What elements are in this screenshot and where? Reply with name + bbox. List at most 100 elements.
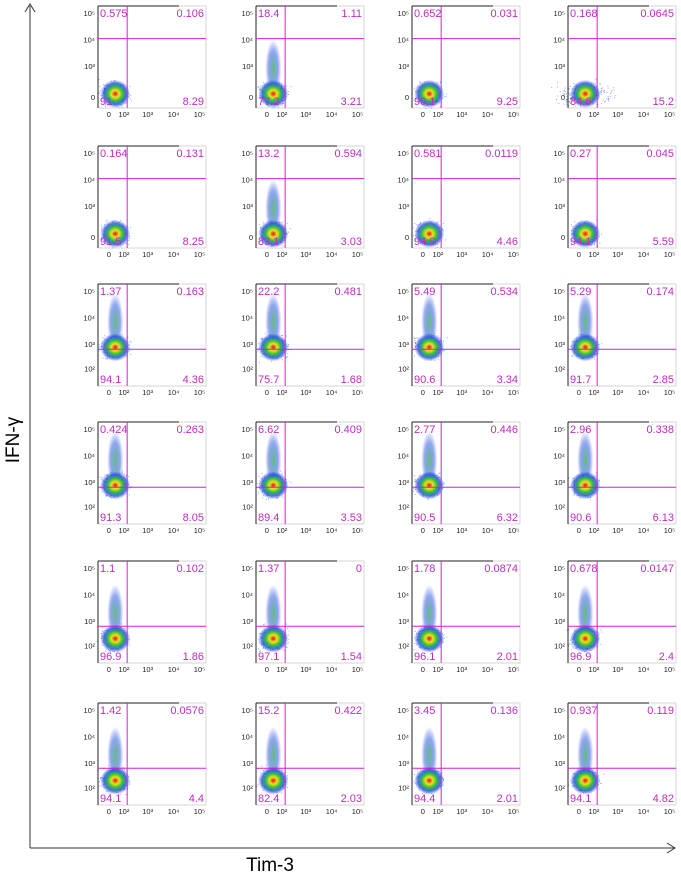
event-dot	[615, 95, 617, 97]
y-tick-label: 10²	[398, 503, 409, 512]
x-tick-label: 0	[577, 388, 581, 397]
x-tick-label: 10²	[432, 110, 443, 119]
y-tick-label: 10⁵	[84, 149, 95, 158]
event-dot	[129, 98, 131, 100]
event-dot	[106, 219, 108, 221]
y-tick-label: 10³	[398, 62, 409, 71]
event-dot	[101, 225, 103, 227]
x-tick-label: 10⁴	[326, 526, 338, 535]
event-dot	[607, 87, 609, 89]
quadrant-lr: 4.46	[497, 236, 518, 248]
x-tick-label: 10⁴	[326, 250, 338, 259]
quadrant-ul: 6.62	[258, 424, 279, 436]
y-tick-label: 10⁵	[84, 425, 95, 434]
quadrant-ul: 0.164	[100, 148, 128, 160]
x-tick-label: 10⁴	[326, 110, 338, 119]
y-tick-label: 10⁵	[398, 425, 409, 434]
x-tick-label: 10³	[142, 388, 153, 397]
y-tick-label: 10⁴	[397, 176, 409, 185]
event-dot	[556, 82, 558, 84]
event-dot	[566, 92, 568, 94]
y-tick-label: 0	[91, 93, 95, 102]
y-tick-label: 10³	[554, 478, 565, 487]
x-tick-label: 10³	[612, 110, 623, 119]
quadrant-ur: 0.174	[646, 286, 674, 298]
x-tick-label: 10²	[432, 526, 443, 535]
event-dot	[608, 98, 610, 100]
event-dot	[425, 108, 427, 110]
x-tick-label: 10²	[588, 250, 599, 259]
event-dot	[566, 98, 568, 100]
event-dot	[130, 227, 132, 229]
event-dot	[601, 343, 603, 345]
y-tick-label: 10³	[554, 62, 565, 71]
x-tick-label: 10²	[588, 388, 599, 397]
event-dot	[288, 480, 290, 482]
event-dot	[290, 86, 292, 88]
event-dot	[573, 82, 575, 84]
x-tick-label: 10⁵	[508, 388, 519, 397]
event-dot	[264, 623, 266, 625]
event-dot	[99, 476, 101, 478]
quadrant-ul: 1.37	[100, 286, 121, 298]
quadrant-lr: 3.53	[341, 512, 362, 524]
x-tick-label: 10⁴	[638, 526, 650, 535]
quadrant-lr: 9.25	[497, 96, 518, 108]
y-tick-label: 10⁴	[83, 591, 95, 600]
event-dot	[282, 245, 284, 247]
quadrant-ul: 0.575	[100, 8, 128, 20]
x-tick-label: 10⁴	[482, 388, 494, 397]
event-dot	[439, 82, 441, 84]
event-dot	[98, 350, 100, 352]
x-tick-label: 10⁴	[638, 250, 650, 259]
y-tick-label: 10⁴	[83, 314, 95, 323]
y-tick-label: 10²	[398, 365, 409, 374]
x-tick-label: 10³	[300, 388, 311, 397]
event-dot	[127, 475, 129, 477]
event-dot	[130, 341, 132, 343]
event-dot	[412, 227, 414, 229]
event-dot	[265, 333, 267, 335]
quadrant-ur: 0.409	[334, 424, 362, 436]
quadrant-ll: 94.1	[100, 374, 121, 386]
x-tick-label: 0	[577, 110, 581, 119]
x-tick-label: 10⁵	[664, 526, 675, 535]
y-tick-label: 10⁵	[554, 287, 565, 296]
quadrant-ll: 94.1	[570, 236, 591, 248]
y-tick-label: 10⁴	[397, 452, 409, 461]
y-tick-label: 10⁴	[553, 36, 565, 45]
event-dot	[258, 493, 260, 495]
event-dot	[601, 89, 603, 91]
event-dot	[414, 475, 416, 477]
event-dot	[599, 83, 601, 85]
x-tick-label: 10⁴	[168, 250, 180, 259]
event-dot	[101, 477, 103, 479]
y-tick-label: 10⁵	[84, 564, 95, 573]
event-dot	[568, 477, 570, 479]
quadrant-lr: 6.13	[653, 512, 674, 524]
event-dot	[97, 346, 99, 348]
y-tick-label: 10⁴	[83, 176, 95, 185]
quadrant-lr: 2.85	[653, 374, 674, 386]
y-tick-label: 0	[91, 233, 95, 242]
event-dot	[101, 627, 103, 629]
y-tick-label: 10²	[242, 503, 253, 512]
x-tick-label: 0	[107, 110, 111, 119]
quadrant-lr: 4.36	[183, 374, 204, 386]
event-dot	[265, 498, 267, 500]
x-tick-label: 10⁵	[194, 665, 205, 674]
quadrant-ul: 0.424	[100, 424, 128, 436]
event-dot	[439, 105, 441, 107]
event-dot	[558, 102, 560, 104]
event-dot	[257, 350, 259, 352]
event-dot	[600, 90, 602, 92]
event-dot	[259, 224, 261, 226]
quadrant-lr: 1.86	[183, 651, 204, 663]
event-dot	[260, 355, 262, 357]
event-dot	[413, 488, 415, 490]
